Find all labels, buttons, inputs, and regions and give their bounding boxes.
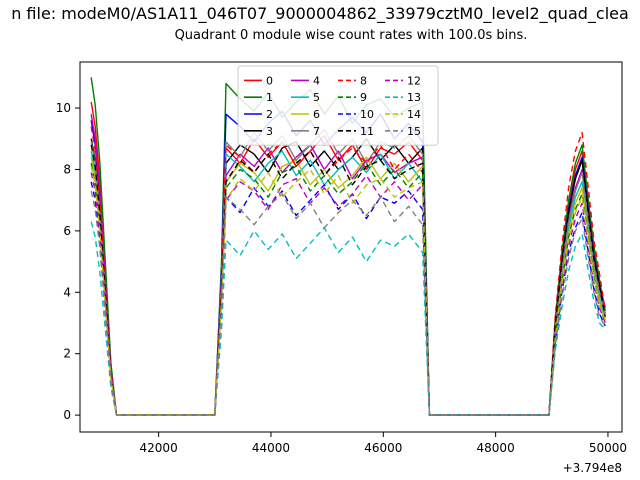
figure-suptitle: n file: modeM0/AS1A11_046T07_9000004862_…	[11, 4, 629, 23]
legend-label-3: 3	[266, 125, 273, 138]
x-tick-label: 46000	[364, 441, 402, 455]
legend-label-1: 1	[266, 91, 273, 104]
series-line-10	[90, 181, 606, 416]
legend-label-11: 11	[360, 125, 374, 138]
legend-label-15: 15	[407, 125, 421, 138]
legend-label-2: 2	[266, 108, 273, 121]
series-line-13	[90, 221, 606, 416]
legend-label-0: 0	[266, 74, 273, 87]
series-line-12	[90, 172, 606, 416]
series-line-9	[90, 162, 606, 416]
series-line-7	[90, 128, 606, 416]
y-tick-label: 0	[63, 408, 71, 422]
series-line-5	[90, 150, 606, 416]
x-tick-label: 50000	[589, 441, 627, 455]
plot-frame	[79, 61, 623, 433]
legend-label-12: 12	[407, 74, 421, 87]
y-tick-label: 4	[63, 285, 71, 299]
series-line-15	[90, 190, 606, 416]
x-tick-label: 48000	[477, 441, 515, 455]
legend-label-6: 6	[313, 108, 320, 121]
y-tick-label: 8	[63, 162, 71, 176]
legend-label-10: 10	[360, 108, 374, 121]
legend-label-4: 4	[313, 74, 320, 87]
x-tick-label: 44000	[252, 441, 290, 455]
series-line-2	[90, 110, 606, 416]
y-tick-label: 6	[63, 224, 71, 238]
x-tick-label: 42000	[140, 441, 178, 455]
legend-label-13: 13	[407, 91, 421, 104]
x-axis-offset-label: +3.794e8	[563, 461, 622, 475]
legend-label-14: 14	[407, 108, 421, 121]
legend-label-9: 9	[360, 91, 367, 104]
legend-box	[237, 65, 439, 146]
legend-label-7: 7	[313, 125, 320, 138]
series-line-3	[90, 138, 606, 416]
axes-title: Quadrant 0 module wise count rates with …	[174, 28, 528, 43]
y-tick-label: 2	[63, 347, 71, 361]
series-line-11	[90, 144, 606, 416]
series-line-4	[90, 114, 606, 416]
legend-label-8: 8	[360, 74, 367, 87]
y-tick-label: 10	[56, 101, 71, 115]
legend-label-5: 5	[313, 91, 320, 104]
series-line-0	[90, 101, 606, 416]
